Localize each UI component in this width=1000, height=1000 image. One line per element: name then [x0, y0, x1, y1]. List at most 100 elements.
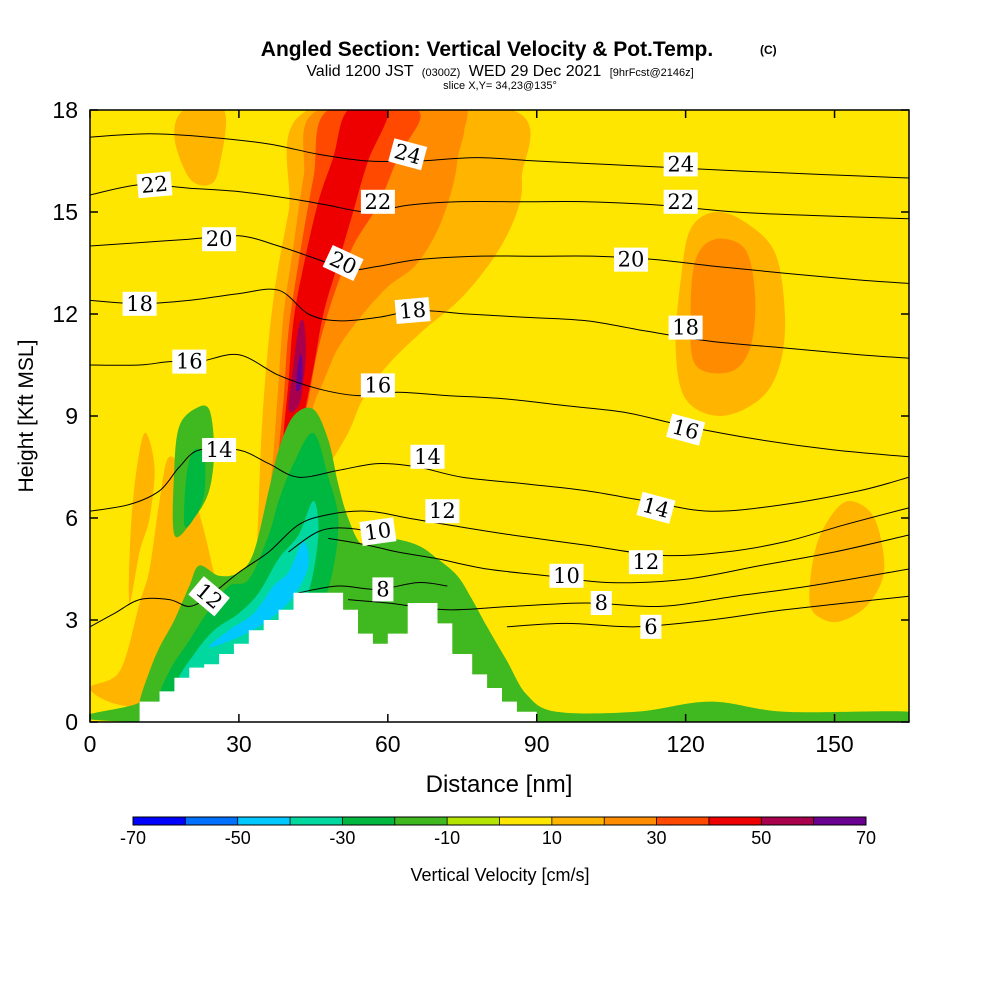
contour-label-text: 20 — [618, 248, 645, 272]
colorbar-swatch — [133, 817, 186, 825]
colorbar-tick-label: -70 — [120, 828, 146, 848]
contour-label-text: 18 — [126, 292, 153, 316]
y-tick-label: 6 — [65, 505, 78, 531]
colorbar-tick-label: 10 — [542, 828, 562, 848]
theta-contour-line — [90, 184, 909, 220]
subtitle-valid: Valid 1200 JST — [306, 63, 414, 80]
vv-region — [809, 501, 885, 623]
colorbar-tick-label: -50 — [225, 828, 251, 848]
vv-region — [183, 448, 206, 528]
theta-contour-line — [90, 447, 909, 512]
x-axis-label: Distance [nm] — [426, 771, 573, 798]
contour-label-bg — [549, 563, 584, 588]
x-tick-label: 30 — [226, 731, 252, 757]
colorbar-tick-label: 30 — [647, 828, 667, 848]
y-axis-label: Height [Kft MSL] — [15, 340, 38, 493]
contour-label-bg — [359, 517, 397, 546]
contour-label: 18 — [668, 315, 703, 340]
contour-label-bg — [614, 247, 648, 272]
contour-label-text: 10 — [553, 564, 580, 588]
colorbar-swatch — [551, 817, 605, 825]
contour-label: 8 — [372, 577, 394, 602]
contour-label: 18 — [122, 291, 157, 316]
contour-label-text: 16 — [365, 373, 392, 397]
contour-label: 22 — [136, 171, 173, 199]
slice-info: slice X,Y= 34,23@135° — [443, 80, 557, 92]
subtitle-forecast: [9hrFcst@2146z] — [610, 67, 694, 79]
contour-label-text: 22 — [667, 190, 694, 214]
contour-label: 6 — [640, 614, 662, 639]
plot-area: 6881010121416182022241214161820222422201… — [90, 110, 909, 722]
vv-region — [437, 110, 468, 185]
colorbar-swatch — [342, 817, 395, 825]
colorbar-swatch — [813, 817, 866, 825]
contour-label-bg — [172, 349, 207, 374]
colorbar-swatch — [237, 817, 291, 825]
contour-label: 20 — [614, 247, 648, 272]
subtitle-zulu: (0300Z) — [422, 67, 461, 79]
y-tick-label: 9 — [65, 403, 78, 429]
contour-label-bg — [188, 576, 230, 617]
vv-region — [690, 238, 756, 374]
vv-region — [208, 541, 309, 648]
contour-label-bg — [136, 171, 173, 199]
vv-region — [174, 110, 227, 186]
contour-label-bg — [663, 152, 698, 177]
y-tick-label: 0 — [65, 709, 78, 735]
subtitle-date: WED 29 Dec 2021 — [469, 63, 602, 80]
contour-label-text: 8 — [376, 577, 389, 601]
contour-label-bg — [425, 499, 460, 524]
x-tick-label: 90 — [524, 731, 550, 757]
contour-label: 24 — [663, 152, 698, 177]
vv-region — [128, 432, 155, 603]
colorbar-swatch — [656, 817, 709, 825]
contour-label-bg — [322, 244, 364, 282]
contour-label-text: 18 — [398, 297, 427, 323]
contour-label-bg — [202, 438, 237, 462]
colorbar-swatch — [604, 817, 657, 825]
colorbar-swatch — [761, 817, 814, 825]
contour-label-text: 6 — [644, 615, 657, 639]
contour-labels: 6881010121416182022241214161820222422201… — [122, 138, 706, 639]
contour-label-bg — [360, 373, 395, 398]
contour-label-bg — [410, 444, 445, 469]
contour-label-text: 12 — [633, 550, 660, 574]
contour-label: 22 — [663, 189, 698, 214]
chart-subtitle: Valid 1200 JST (0300Z) WED 29 Dec 2021 [… — [306, 63, 693, 80]
theta-contour-line — [90, 507, 909, 628]
contour-label-text: 22 — [140, 172, 169, 198]
contour-label-text: 14 — [206, 438, 233, 462]
contour-label-bg — [590, 591, 612, 615]
colorbar-tick-label: 50 — [751, 828, 771, 848]
contour-label-text: 18 — [672, 316, 699, 340]
contour-label: 8 — [590, 591, 612, 615]
y-tick-label: 15 — [52, 199, 78, 225]
contour-label-text: 8 — [595, 591, 608, 615]
contour-label-text: 14 — [414, 445, 441, 469]
contour-label-bg — [663, 189, 698, 214]
chart-title: Angled Section: Vertical Velocity & Pot.… — [261, 38, 713, 61]
colorbar-label: Vertical Velocity [cm/s] — [410, 865, 589, 885]
vertical-velocity-fill — [90, 110, 909, 722]
chart-title-mark: (C) — [760, 43, 777, 57]
colorbar-swatch — [394, 817, 448, 825]
contour-label: 10 — [549, 563, 584, 588]
y-tick-label: 18 — [52, 97, 78, 123]
contour-label-text: 12 — [429, 499, 456, 523]
contour-label-bg — [394, 297, 431, 325]
contour-label: 16 — [172, 349, 207, 374]
contour-label-bg — [636, 491, 676, 524]
contour-label-bg — [372, 577, 394, 602]
contour-label-bg — [122, 291, 157, 316]
x-tick-label: 0 — [84, 731, 97, 757]
x-axis-ticks: 0 30 60 90 120 150 — [84, 110, 854, 757]
x-tick-label: 150 — [815, 731, 853, 757]
y-tick-label: 3 — [65, 607, 78, 633]
vv-region — [283, 110, 389, 449]
contour-label: 16 — [360, 373, 395, 398]
contour-label-text: 20 — [206, 227, 233, 251]
terrain-shape — [139, 592, 537, 722]
colorbar-swatch — [708, 817, 762, 825]
colorbar-swatch — [290, 817, 343, 825]
x-tick-label: 60 — [375, 731, 401, 757]
